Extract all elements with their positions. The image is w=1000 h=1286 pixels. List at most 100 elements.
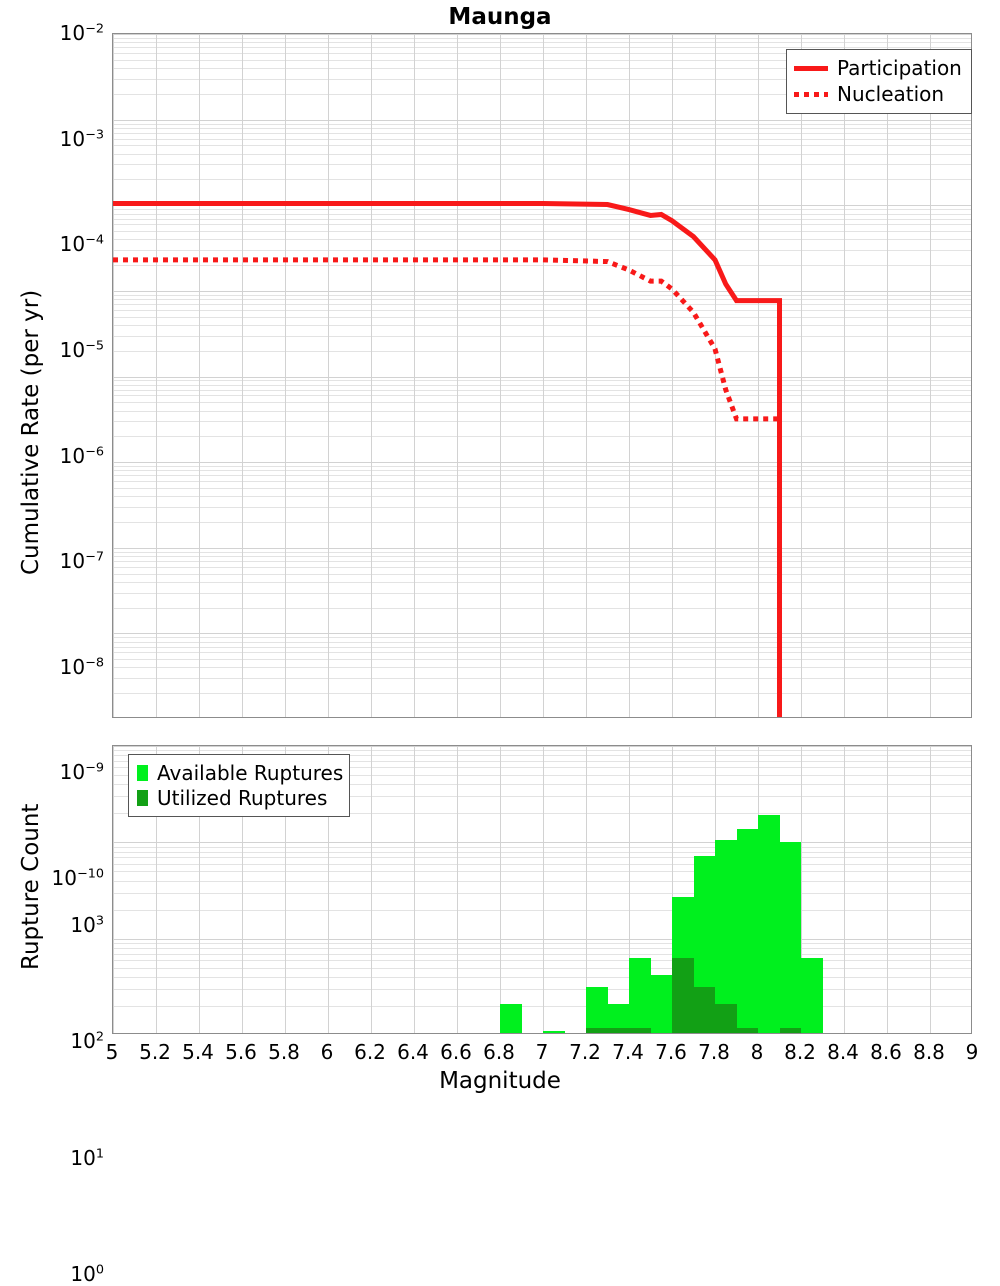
grid-line-horizontal — [113, 960, 971, 961]
grid-line-horizontal — [113, 470, 971, 471]
top-y-axis-label: Cumulative Rate (per yr) — [18, 289, 44, 575]
grid-line-horizontal — [113, 38, 971, 39]
histogram-bar — [650, 975, 673, 1033]
grid-line-horizontal — [113, 755, 971, 756]
x-tick-label: 8 — [750, 1040, 764, 1064]
grid-line-vertical — [672, 34, 673, 717]
grid-line-horizontal — [113, 53, 971, 54]
histogram-bar — [629, 958, 651, 1033]
histogram-bar-utilized-empty — [801, 1028, 823, 1033]
legend-item-utilized-ruptures: Utilized Ruptures — [136, 785, 341, 810]
grid-line-horizontal — [113, 380, 971, 381]
x-tick-label: 6.2 — [354, 1040, 386, 1064]
grid-line-horizontal — [113, 265, 971, 266]
page-title: Maunga — [448, 4, 552, 30]
x-tick-label: 7.4 — [612, 1040, 644, 1064]
grid-line-vertical — [285, 746, 286, 1033]
grid-line-horizontal — [113, 548, 971, 549]
grid-line-vertical — [887, 34, 888, 717]
x-tick-label: 7 — [535, 1040, 549, 1064]
grid-line-horizontal — [113, 857, 971, 858]
histogram-bar — [693, 856, 715, 1033]
legend-item-available-ruptures: Available Ruptures — [136, 760, 344, 785]
grid-line-horizontal — [113, 133, 971, 134]
grid-line-horizontal — [113, 637, 971, 638]
grid-line-horizontal — [113, 977, 971, 978]
mfd-curves — [113, 200, 782, 717]
y-tick-label: 10−2 — [59, 21, 104, 45]
nucleation-line-icon — [794, 86, 830, 102]
grid-line-horizontal — [113, 421, 971, 422]
grid-line-horizontal — [113, 881, 971, 882]
grid-line-horizontal — [113, 567, 971, 568]
y-tick-label: 102 — [70, 1029, 104, 1054]
grid-line-vertical — [328, 34, 329, 717]
grid-line-vertical — [500, 746, 501, 1033]
grid-line-horizontal — [113, 746, 971, 747]
grid-line-horizontal — [113, 647, 971, 648]
utilized-ruptures-swatch-icon — [136, 789, 152, 806]
x-tick-label: 6.4 — [397, 1040, 429, 1064]
grid-line-horizontal — [113, 179, 971, 180]
grid-line-vertical — [242, 746, 243, 1033]
grid-line-horizontal — [113, 989, 971, 990]
grid-line-horizontal — [113, 385, 971, 386]
grid-line-horizontal — [113, 496, 971, 497]
grid-line-horizontal — [113, 209, 971, 210]
grid-line-horizontal — [113, 466, 971, 467]
grid-line-vertical — [930, 746, 931, 1033]
rupture-legend: Available Ruptures Utilized Ruptures — [128, 754, 350, 817]
grid-line-horizontal — [113, 642, 971, 643]
y-tick-label: 10−10 — [51, 866, 104, 890]
grid-line-horizontal — [113, 948, 971, 949]
grid-line-vertical — [543, 746, 544, 1033]
grid-line-horizontal — [113, 336, 971, 337]
curve-participation — [113, 200, 782, 717]
histogram-bar-utilized — [693, 987, 715, 1033]
grid-line-vertical — [930, 34, 931, 717]
participation-line-icon — [794, 60, 830, 76]
grid-line-vertical — [629, 34, 630, 717]
grid-line-horizontal — [113, 299, 971, 300]
grid-line-horizontal — [113, 325, 971, 326]
grid-line-vertical — [715, 34, 716, 717]
x-tick-label: 5.6 — [225, 1040, 257, 1064]
x-tick-label: 6.8 — [483, 1040, 515, 1064]
legend-label-nucleation: Nucleation — [837, 82, 945, 106]
grid-line-horizontal — [113, 552, 971, 553]
grid-line-vertical — [414, 746, 415, 1033]
grid-line-horizontal — [113, 507, 971, 508]
grid-line-horizontal — [113, 79, 971, 80]
y-tick-label: 10−9 — [59, 760, 104, 785]
bottom-y-axis-label: Rupture Count — [18, 803, 44, 970]
grid-line-vertical — [629, 746, 630, 1033]
grid-line-horizontal — [113, 239, 971, 240]
x-tick-label: 6.6 — [440, 1040, 472, 1064]
grid-line-vertical — [156, 34, 157, 717]
y-tick-label: 10−5 — [59, 337, 104, 362]
grid-line-horizontal — [113, 813, 971, 814]
cumulative-rate-plot — [112, 33, 972, 718]
grid-line-vertical — [543, 34, 544, 717]
histogram-bar-utilized-empty — [651, 1028, 673, 1033]
y-tick-label: 101 — [70, 1145, 104, 1170]
histogram-bar-utilized — [715, 1004, 737, 1033]
grid-line-horizontal — [113, 436, 971, 437]
histogram-bars — [113, 746, 971, 1033]
grid-line-horizontal — [113, 224, 971, 225]
legend-label-available-ruptures: Available Ruptures — [157, 760, 344, 785]
histogram-bar — [715, 840, 737, 1033]
grid-line-horizontal — [113, 968, 971, 969]
histogram-bar-utilized-empty — [758, 1028, 780, 1033]
grid-line-horizontal — [113, 522, 971, 523]
top-y-tick-labels: 10−2 10−3 10−4 10−5 10−6 10−7 10−8 10−9 10−10 — [0, 0, 1000, 888]
grid-line-horizontal — [113, 34, 971, 35]
histogram-bar-utilized — [736, 1028, 758, 1033]
grid-line-horizontal — [113, 411, 971, 412]
grid-line-horizontal — [113, 1006, 971, 1007]
grid-line-vertical — [414, 34, 415, 717]
grid-line-vertical — [457, 34, 458, 717]
histogram-bar-utilized — [629, 1028, 651, 1033]
grid-line-horizontal — [113, 767, 971, 768]
